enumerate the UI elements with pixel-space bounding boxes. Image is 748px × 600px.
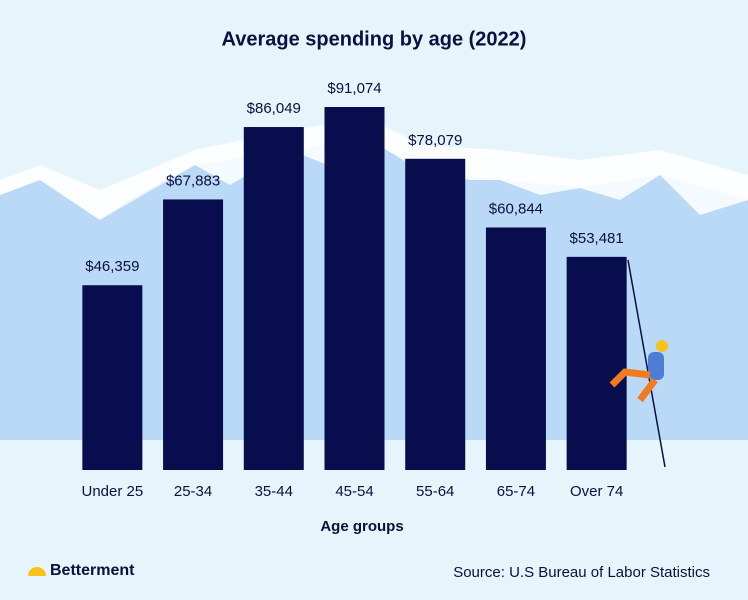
x-axis-label: Age groups [320, 518, 403, 535]
chart-title: Average spending by age (2022) [222, 28, 527, 50]
x-tick-label: 45-54 [335, 483, 373, 500]
bar [566, 256, 627, 470]
bar [485, 227, 546, 470]
source: Source: U.S Bureau of Labor Statistics [453, 564, 710, 581]
value-label: $91,074 [327, 80, 381, 97]
bar [243, 127, 304, 470]
x-tick-label: Over 74 [570, 483, 623, 500]
x-tick-label: 65-74 [497, 483, 535, 500]
value-label: $67,883 [166, 172, 220, 189]
value-label: $78,079 [408, 132, 462, 149]
bar [163, 199, 224, 470]
x-tick-label: 35-44 [255, 483, 293, 500]
bar [82, 285, 143, 470]
bar [405, 158, 466, 470]
x-tick-label: 25-34 [174, 483, 212, 500]
value-label: $46,359 [85, 258, 139, 275]
x-tick-label: Under 25 [81, 483, 143, 500]
brand-logo [28, 567, 46, 576]
brand: Betterment [50, 562, 135, 579]
x-tick-label: 55-64 [416, 483, 454, 500]
bar [324, 107, 385, 470]
value-label: $53,481 [570, 230, 624, 247]
climber [609, 259, 668, 468]
value-label: $86,049 [247, 100, 301, 117]
value-label: $60,844 [489, 200, 543, 217]
